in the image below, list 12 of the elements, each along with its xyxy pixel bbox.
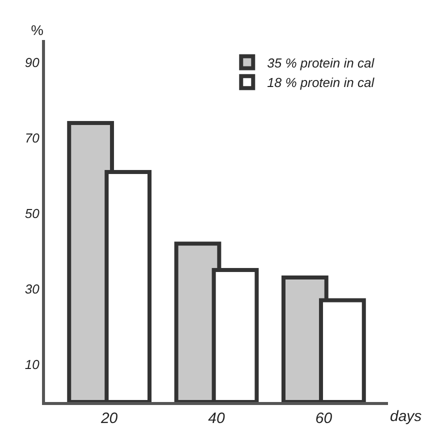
legend-label: 35 % protein in cal [267, 55, 376, 70]
y-tick-label: 90 [24, 55, 40, 70]
y-tick-label: 30 [24, 281, 40, 296]
x-tick-label: 60 [315, 410, 333, 427]
y-axis-title: % [31, 22, 44, 38]
x-tick-label: 40 [208, 410, 226, 427]
y-tick-label: 10 [24, 356, 40, 372]
x-tick-label: 20 [100, 410, 118, 427]
x-axis-title: days [390, 408, 422, 425]
y-tick-label: 50 [24, 206, 40, 222]
y-tick-label: 70 [24, 130, 40, 146]
legend-label: 18 % protein in cal [267, 75, 376, 90]
